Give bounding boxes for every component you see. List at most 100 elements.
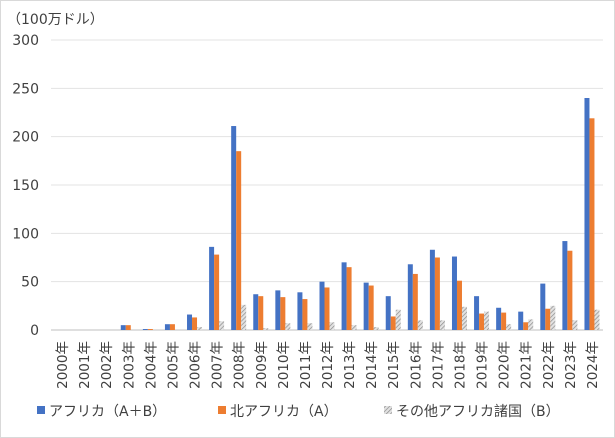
x-tick-label: 2002年	[99, 341, 115, 389]
bar-3-2012年	[329, 322, 335, 330]
bar-1-2024年	[584, 98, 590, 330]
x-tick-label: 2014年	[364, 341, 380, 389]
y-tick-labels: 0 50 100 150 200 250 300	[12, 33, 39, 339]
y-tick-label: 0	[30, 323, 39, 339]
x-tick-label: 2001年	[77, 341, 93, 389]
bar-3-2015年	[395, 309, 401, 330]
bar-2-2019年	[479, 313, 485, 330]
x-tick-label: 2016年	[408, 341, 424, 389]
bar-1-2011年	[297, 292, 303, 330]
bar-1-2007年	[209, 246, 215, 330]
bar-2-2013年	[346, 267, 352, 330]
bar-1-2004年	[142, 329, 148, 330]
bar-1-2012年	[319, 281, 325, 330]
bar-1-2006年	[187, 314, 193, 330]
bar-1-2018年	[451, 256, 457, 330]
x-tick-label: 2022年	[541, 341, 557, 389]
bar-2-2003年	[125, 325, 131, 330]
x-tick-label: 2020年	[497, 341, 513, 389]
bar-2-2021年	[523, 322, 529, 330]
legend-label-1: アフリカ（A＋B）	[49, 404, 166, 420]
bar-2-2022年	[545, 308, 551, 330]
legend-swatch-1	[37, 406, 45, 414]
bar-3-2023年	[572, 320, 578, 330]
x-tick-label: 2011年	[298, 341, 314, 389]
bar-2-2014年	[368, 285, 374, 330]
bar-1-2005年	[164, 324, 170, 330]
bar-1-2017年	[429, 249, 435, 330]
x-tick-label: 2015年	[386, 341, 402, 389]
legend-label-2: 北アフリカ（A）	[230, 404, 338, 420]
bar-3-2006年	[197, 327, 203, 330]
bar-1-2023年	[562, 241, 568, 330]
x-tick-label: 2018年	[452, 341, 468, 389]
x-tick-label: 2012年	[320, 341, 336, 389]
bar-2-2009年	[258, 296, 264, 330]
bar-3-2014年	[373, 327, 379, 330]
bar-2-2020年	[501, 312, 507, 330]
legend-swatch-2	[218, 406, 226, 414]
bar-2-2006年	[192, 317, 198, 330]
bar-3-2011年	[307, 323, 313, 330]
bar-2-2007年	[214, 254, 220, 330]
y-tick-label: 300	[12, 33, 39, 49]
bar-3-2018年	[461, 306, 467, 330]
bar-2-2005年	[169, 324, 175, 330]
bars	[120, 98, 600, 331]
bar-3-2010年	[285, 323, 291, 330]
bar-1-2008年	[231, 126, 237, 331]
x-tick-label: 2009年	[254, 341, 270, 389]
x-tick-label: 2005年	[165, 341, 181, 389]
bar-3-2017年	[439, 320, 445, 330]
bar-2-2024年	[589, 118, 595, 330]
bar-3-2009年	[263, 328, 269, 330]
bar-1-2009年	[253, 294, 259, 330]
bar-2-2023年	[567, 250, 573, 330]
legend-label-3: その他アフリカ諸国（B）	[396, 404, 560, 420]
bar-2-2018年	[456, 280, 462, 330]
bar-2-2015年	[390, 316, 396, 330]
bar-1-2003年	[120, 325, 126, 330]
x-tick-label: 2024年	[585, 341, 601, 389]
y-tick-label: 200	[12, 130, 39, 146]
bar-3-2007年	[219, 321, 225, 330]
bar-2-2010年	[280, 297, 286, 330]
bar-3-2020年	[506, 324, 512, 330]
x-tick-label: 2023年	[563, 341, 579, 389]
bar-3-2019年	[484, 311, 490, 330]
bar-1-2022年	[540, 283, 546, 330]
x-tick-labels: 2000年 2001年 2002年 2003年 2004年 2005年 2006年 2007年…	[55, 341, 601, 389]
bar-2-2016年	[412, 273, 418, 330]
x-tick-label: 2006年	[188, 341, 204, 389]
bar-1-2016年	[407, 264, 413, 330]
bar-2-2008年	[236, 151, 242, 330]
bar-3-2013年	[351, 325, 357, 330]
x-tick-label: 2019年	[475, 341, 491, 389]
bar-2-2011年	[302, 299, 308, 330]
x-tick-label: 2008年	[232, 341, 248, 389]
bar-3-2024年	[594, 309, 600, 330]
y-tick-label: 150	[12, 178, 39, 194]
x-tick-label: 2003年	[121, 341, 137, 389]
y-tick-label: 50	[21, 275, 39, 291]
bar-1-2019年	[474, 296, 480, 330]
legend-swatch-3	[384, 406, 392, 414]
x-tick-label: 2017年	[430, 341, 446, 389]
bar-1-2021年	[518, 311, 524, 330]
bar-1-2010年	[275, 290, 281, 330]
x-tick-label: 2007年	[210, 341, 226, 389]
bar-1-2020年	[496, 307, 502, 330]
bar-3-2008年	[241, 304, 247, 330]
bar-1-2013年	[341, 262, 347, 330]
x-tick-label: 2013年	[342, 341, 358, 389]
bar-2-2012年	[324, 287, 330, 330]
y-tick-label: 100	[12, 226, 39, 242]
x-tick-label: 2004年	[143, 341, 159, 389]
bar-2-2017年	[434, 257, 440, 330]
x-tick-label: 2010年	[276, 341, 292, 389]
legend: アフリカ（A＋B） 北アフリカ（A） その他アフリカ諸国（B）	[37, 404, 560, 420]
x-tick-label: 2000年	[55, 341, 71, 389]
bar-3-2016年	[417, 320, 423, 330]
